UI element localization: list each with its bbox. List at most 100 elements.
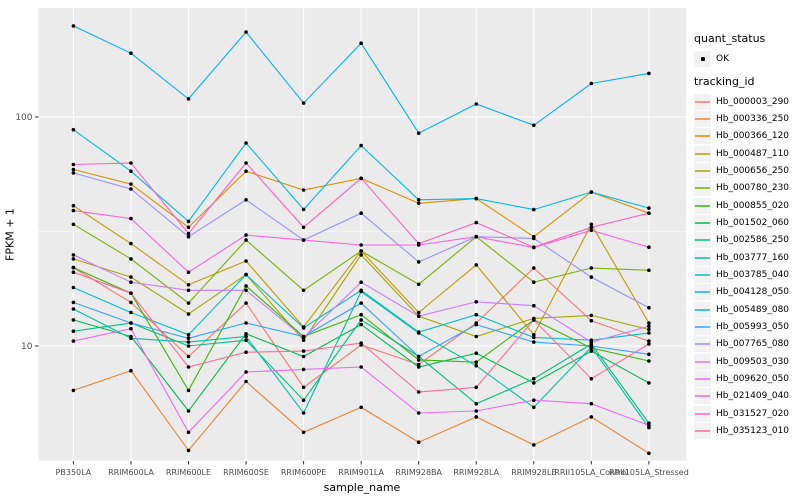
data-point	[71, 222, 76, 227]
data-point	[589, 340, 594, 344]
legend-key-box	[694, 197, 711, 214]
x-tick-label: RRIM600PE	[281, 468, 327, 477]
data-point	[474, 415, 479, 419]
data-point	[359, 176, 363, 181]
data-point	[186, 409, 191, 413]
legend-line-swatch	[695, 152, 710, 155]
legend-item-Hb_000336_250: Hb_000336_250	[694, 110, 789, 127]
data-point	[129, 280, 133, 285]
data-point	[589, 376, 594, 381]
legend-line-swatch	[695, 360, 710, 363]
data-point	[647, 423, 651, 428]
data-point	[244, 379, 248, 384]
data-point	[301, 225, 306, 230]
data-point	[416, 201, 421, 206]
data-point	[647, 331, 651, 335]
legend-key-box	[694, 284, 711, 301]
legend-key-box	[694, 50, 711, 67]
legend-line-swatch	[695, 291, 710, 294]
data-point	[416, 390, 421, 394]
legend-key-box	[694, 180, 711, 197]
legend-item-label: Hb_031527_020	[716, 408, 790, 419]
legend-item-label: Hb_009503_030	[716, 356, 790, 367]
legend-line-swatch	[695, 169, 710, 172]
data-point	[359, 322, 363, 327]
data-point	[71, 388, 76, 393]
data-point	[416, 411, 421, 415]
x-tick-label: RRIM600SE	[223, 468, 269, 477]
data-point	[244, 238, 248, 242]
x-tick-label: RRIM901LA	[338, 468, 384, 477]
data-point	[532, 340, 536, 344]
data-point	[244, 259, 248, 263]
legend-item-Hb_000003_290: Hb_000003_290	[694, 93, 789, 110]
legend-line-swatch	[695, 117, 710, 120]
data-point	[474, 196, 479, 201]
legend-line-swatch	[695, 256, 710, 259]
data-point	[301, 385, 306, 390]
legend-item-label: Hb_005993_050	[716, 322, 790, 333]
data-point	[301, 101, 306, 105]
legend-item-label: Hb_000656_250	[716, 165, 790, 176]
data-point	[532, 398, 536, 403]
data-point	[474, 102, 479, 106]
legend-item-Hb_000855_020: Hb_000855_020	[694, 197, 789, 214]
y-axis-title: FPKM + 1	[3, 208, 17, 261]
legend-item-label: Hb_003777_160	[716, 252, 790, 263]
data-point	[359, 41, 363, 45]
data-point	[129, 216, 133, 221]
data-point	[532, 443, 536, 447]
data-point	[416, 310, 421, 315]
data-point	[244, 198, 248, 202]
legend-item-Hb_002586_250: Hb_002586_250	[694, 232, 789, 249]
legend-item-quant-status-ok: OK	[694, 50, 729, 67]
data-point	[129, 169, 133, 173]
data-point	[416, 358, 421, 362]
data-point	[71, 203, 76, 208]
legend-item-Hb_009503_030: Hb_009503_030	[694, 353, 789, 370]
data-point	[647, 206, 651, 210]
data-point	[359, 211, 363, 215]
data-point	[647, 352, 651, 357]
data-point	[301, 367, 306, 372]
legend-item-Hb_000780_230: Hb_000780_230	[694, 180, 789, 197]
data-point	[244, 332, 248, 336]
data-point	[186, 283, 191, 287]
data-point	[474, 409, 479, 413]
data-point	[647, 321, 651, 325]
data-point	[71, 270, 76, 275]
data-point	[301, 335, 306, 340]
data-point	[71, 257, 76, 261]
data-point	[416, 362, 421, 367]
data-point	[301, 188, 306, 192]
data-point	[301, 349, 306, 353]
data-point	[416, 365, 421, 369]
legend-item-Hb_000656_250: Hb_000656_250	[694, 162, 789, 179]
legend-key-box	[694, 423, 711, 440]
legend-line-swatch	[695, 274, 710, 276]
data-point	[589, 415, 594, 419]
data-point	[186, 234, 191, 239]
data-point	[647, 359, 651, 363]
data-point	[416, 314, 421, 319]
data-point	[359, 143, 363, 148]
data-point	[129, 187, 133, 191]
data-point	[474, 322, 479, 327]
data-point	[416, 260, 421, 264]
data-point	[186, 332, 191, 337]
legend-line-swatch	[695, 430, 710, 433]
data-point	[647, 305, 651, 310]
legend-item-label: Hb_009620_050	[716, 374, 790, 385]
legend-line-swatch	[695, 395, 710, 398]
data-point	[129, 300, 133, 305]
data-point	[416, 354, 421, 359]
data-point	[474, 220, 479, 225]
data-point	[532, 318, 536, 322]
data-point	[244, 301, 248, 305]
data-point	[186, 448, 191, 453]
legend-key-box	[694, 336, 711, 353]
data-point	[416, 282, 421, 287]
legend-item-label: Hb_000336_250	[716, 113, 790, 124]
data-point	[71, 171, 76, 175]
